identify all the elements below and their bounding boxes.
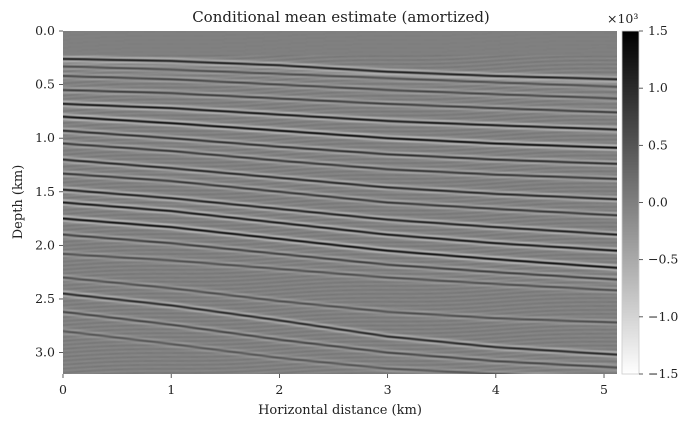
- colorbar-tick-label: −1.0: [648, 309, 678, 324]
- colorbar-multiplier: ×10³: [607, 11, 638, 26]
- y-tick-label: 0.0: [35, 23, 55, 38]
- colorbar-tick-label: 1.5: [648, 23, 668, 38]
- y-tick-label: 2.0: [35, 237, 55, 252]
- x-tick-label: 1: [167, 382, 175, 397]
- y-tick-label: 1.0: [35, 130, 55, 145]
- x-tick-label: 3: [384, 382, 392, 397]
- x-axis-label: Horizontal distance (km): [258, 403, 422, 418]
- y-axis: 0.0 0.5 1.0 1.5 2.0 2.5 3.0: [35, 23, 63, 360]
- y-tick-label: 2.5: [35, 291, 55, 306]
- y-axis-label: Depth (km): [11, 165, 26, 240]
- x-tick-label: 5: [600, 382, 608, 397]
- colorbar-tick-label: 1.0: [648, 80, 668, 95]
- colorbar-ticks: 1.5 1.0 0.5 0.0 −0.5 −1.0 −1.5: [639, 23, 678, 381]
- y-tick-label: 1.5: [35, 184, 55, 199]
- colorbar-tick-label: 0.0: [648, 195, 668, 210]
- colorbar-gradient: [622, 31, 639, 374]
- y-tick-label: 0.5: [35, 77, 55, 92]
- seismic-image: [63, 31, 617, 374]
- x-tick-label: 4: [492, 382, 500, 397]
- colorbar: 1.5 1.0 0.5 0.0 −0.5 −1.0 −1.5 ×10³: [607, 11, 678, 381]
- chart-title: Conditional mean estimate (amortized): [192, 8, 490, 26]
- x-tick-label: 2: [275, 382, 283, 397]
- colorbar-tick-label: −1.5: [648, 366, 678, 381]
- colorbar-tick-label: 0.5: [648, 137, 668, 152]
- plot-area: [63, 31, 617, 374]
- x-axis: 0 1 2 3 4 5: [59, 374, 608, 397]
- colorbar-tick-label: −0.5: [648, 252, 678, 267]
- y-tick-label: 3.0: [35, 345, 55, 360]
- x-tick-label: 0: [59, 382, 67, 397]
